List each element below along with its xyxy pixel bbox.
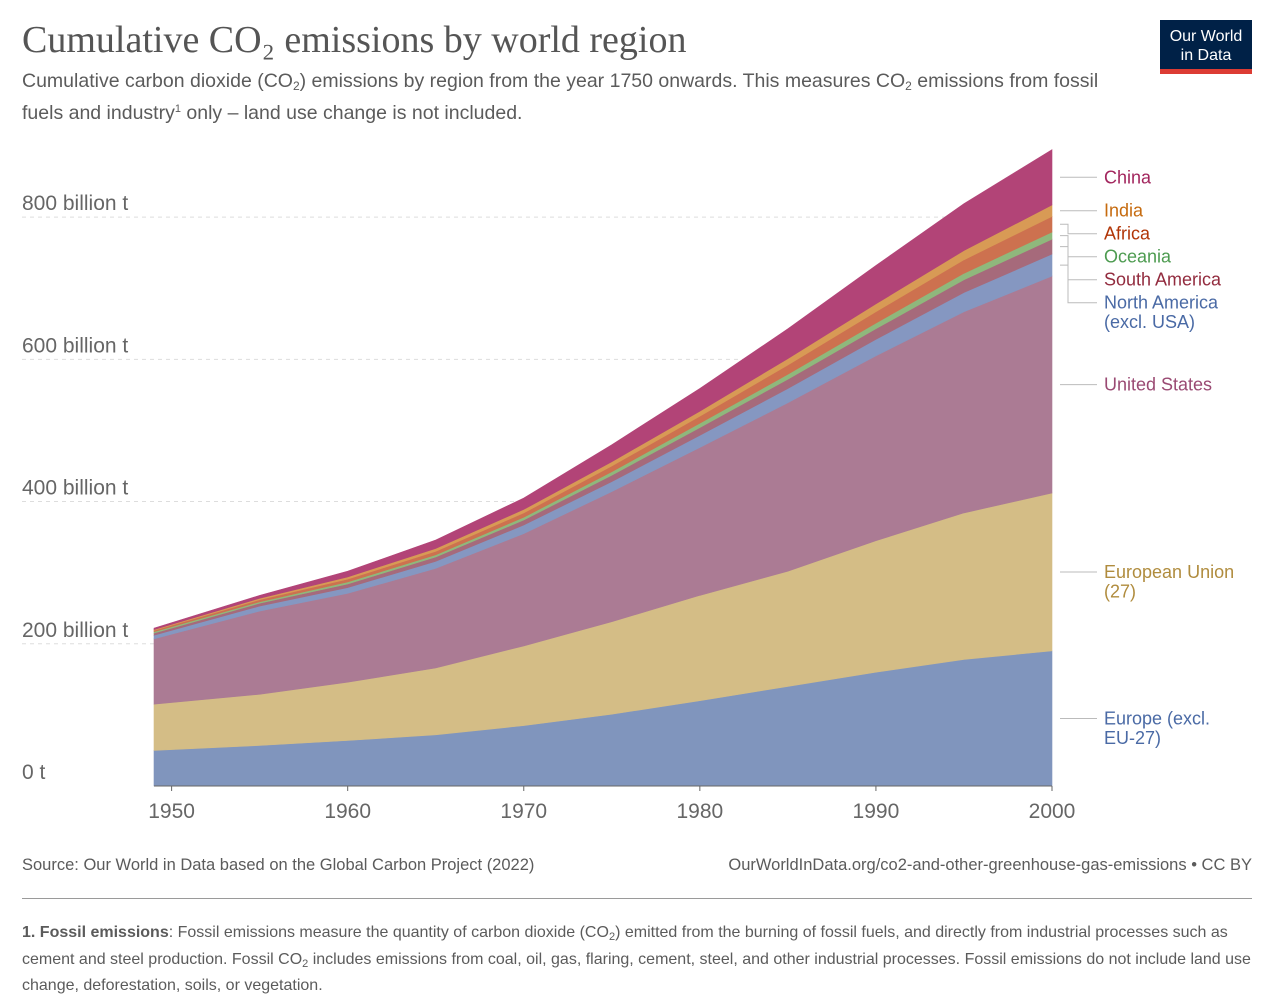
label-connector xyxy=(1060,223,1097,235)
subtitle-text-3: emissions from fossil fuels and industry xyxy=(22,70,1099,124)
series-label: United States xyxy=(1104,375,1212,395)
footnote-text-1: : Fossil emissions measure the quantity … xyxy=(168,924,609,941)
source-url-link[interactable]: OurWorldInData.org/co2-and-other-greenho… xyxy=(728,856,1252,874)
x-tick-label: 1950 xyxy=(148,800,195,823)
series-label: European Union xyxy=(1104,562,1234,582)
footnote-text-2: ) emitted from the burning of fossil fue… xyxy=(22,924,1228,968)
label-connector xyxy=(1060,246,1097,281)
footnote-subscript-2: 2 xyxy=(302,957,309,970)
series-label: (27) xyxy=(1104,581,1136,601)
owid-logo[interactable]: Our World in Data xyxy=(1160,20,1252,74)
footnote-marker[interactable]: 1 xyxy=(174,103,181,115)
y-tick-label: 200 billion t xyxy=(22,619,128,642)
subtitle-text-1: Cumulative carbon dioxide (CO xyxy=(22,70,293,92)
subtitle-subscript-1: 2 xyxy=(292,79,300,93)
footnote-text-3: includes emissions from coal, oil, gas, … xyxy=(22,950,1251,995)
label-connector xyxy=(1060,264,1097,304)
subtitle-subscript-2: 2 xyxy=(905,79,912,93)
footer-divider xyxy=(22,898,1252,899)
area-series-8 xyxy=(153,149,1053,631)
logo-line-2: in Data xyxy=(1180,47,1232,64)
subtitle-text-2: ) emissions by region from the year 1750… xyxy=(299,70,906,92)
y-tick-label: 800 billion t xyxy=(22,192,128,215)
x-tick-label: 1960 xyxy=(324,800,371,823)
chart-title: Cumulative CO₂ emissions by world region xyxy=(22,19,687,61)
series-label: China xyxy=(1104,167,1152,187)
y-tick-label: 400 billion t xyxy=(22,477,128,500)
logo-line-1: Our World xyxy=(1169,28,1243,45)
series-label: South America xyxy=(1104,270,1222,290)
series-label: North America xyxy=(1104,293,1219,313)
series-label: Europe (excl. xyxy=(1104,708,1210,728)
series-label: Africa xyxy=(1104,224,1151,244)
subtitle-text-4: only – land use change is not included. xyxy=(180,102,523,124)
x-tick-label: 2000 xyxy=(1029,800,1076,823)
y-tick-label: 600 billion t xyxy=(22,334,128,357)
x-tick-label: 1980 xyxy=(676,800,723,823)
series-label: Oceania xyxy=(1104,247,1172,267)
stacked-area-chart: 0 t 200 billion t 400 billion t 600 billion… xyxy=(22,149,1234,823)
series-label: (excl. USA) xyxy=(1104,312,1195,332)
logo-accent-bar xyxy=(1160,69,1252,74)
series-label: India xyxy=(1104,201,1144,221)
footnote: 1. Fossil emissions: Fossil emissions me… xyxy=(22,922,1257,997)
y-tick-label: 0 t xyxy=(22,761,46,784)
x-tick-label: 1970 xyxy=(500,800,547,823)
x-tick-label: 1990 xyxy=(853,800,900,823)
footnote-label: 1. Fossil emissions xyxy=(22,924,169,941)
footnote-subscript-1: 2 xyxy=(608,931,616,943)
chart-subtitle: Cumulative carbon dioxide (CO2) emission… xyxy=(22,68,1132,127)
source-text: Source: Our World in Data based on the G… xyxy=(22,856,535,874)
series-label: EU-27) xyxy=(1104,728,1161,748)
